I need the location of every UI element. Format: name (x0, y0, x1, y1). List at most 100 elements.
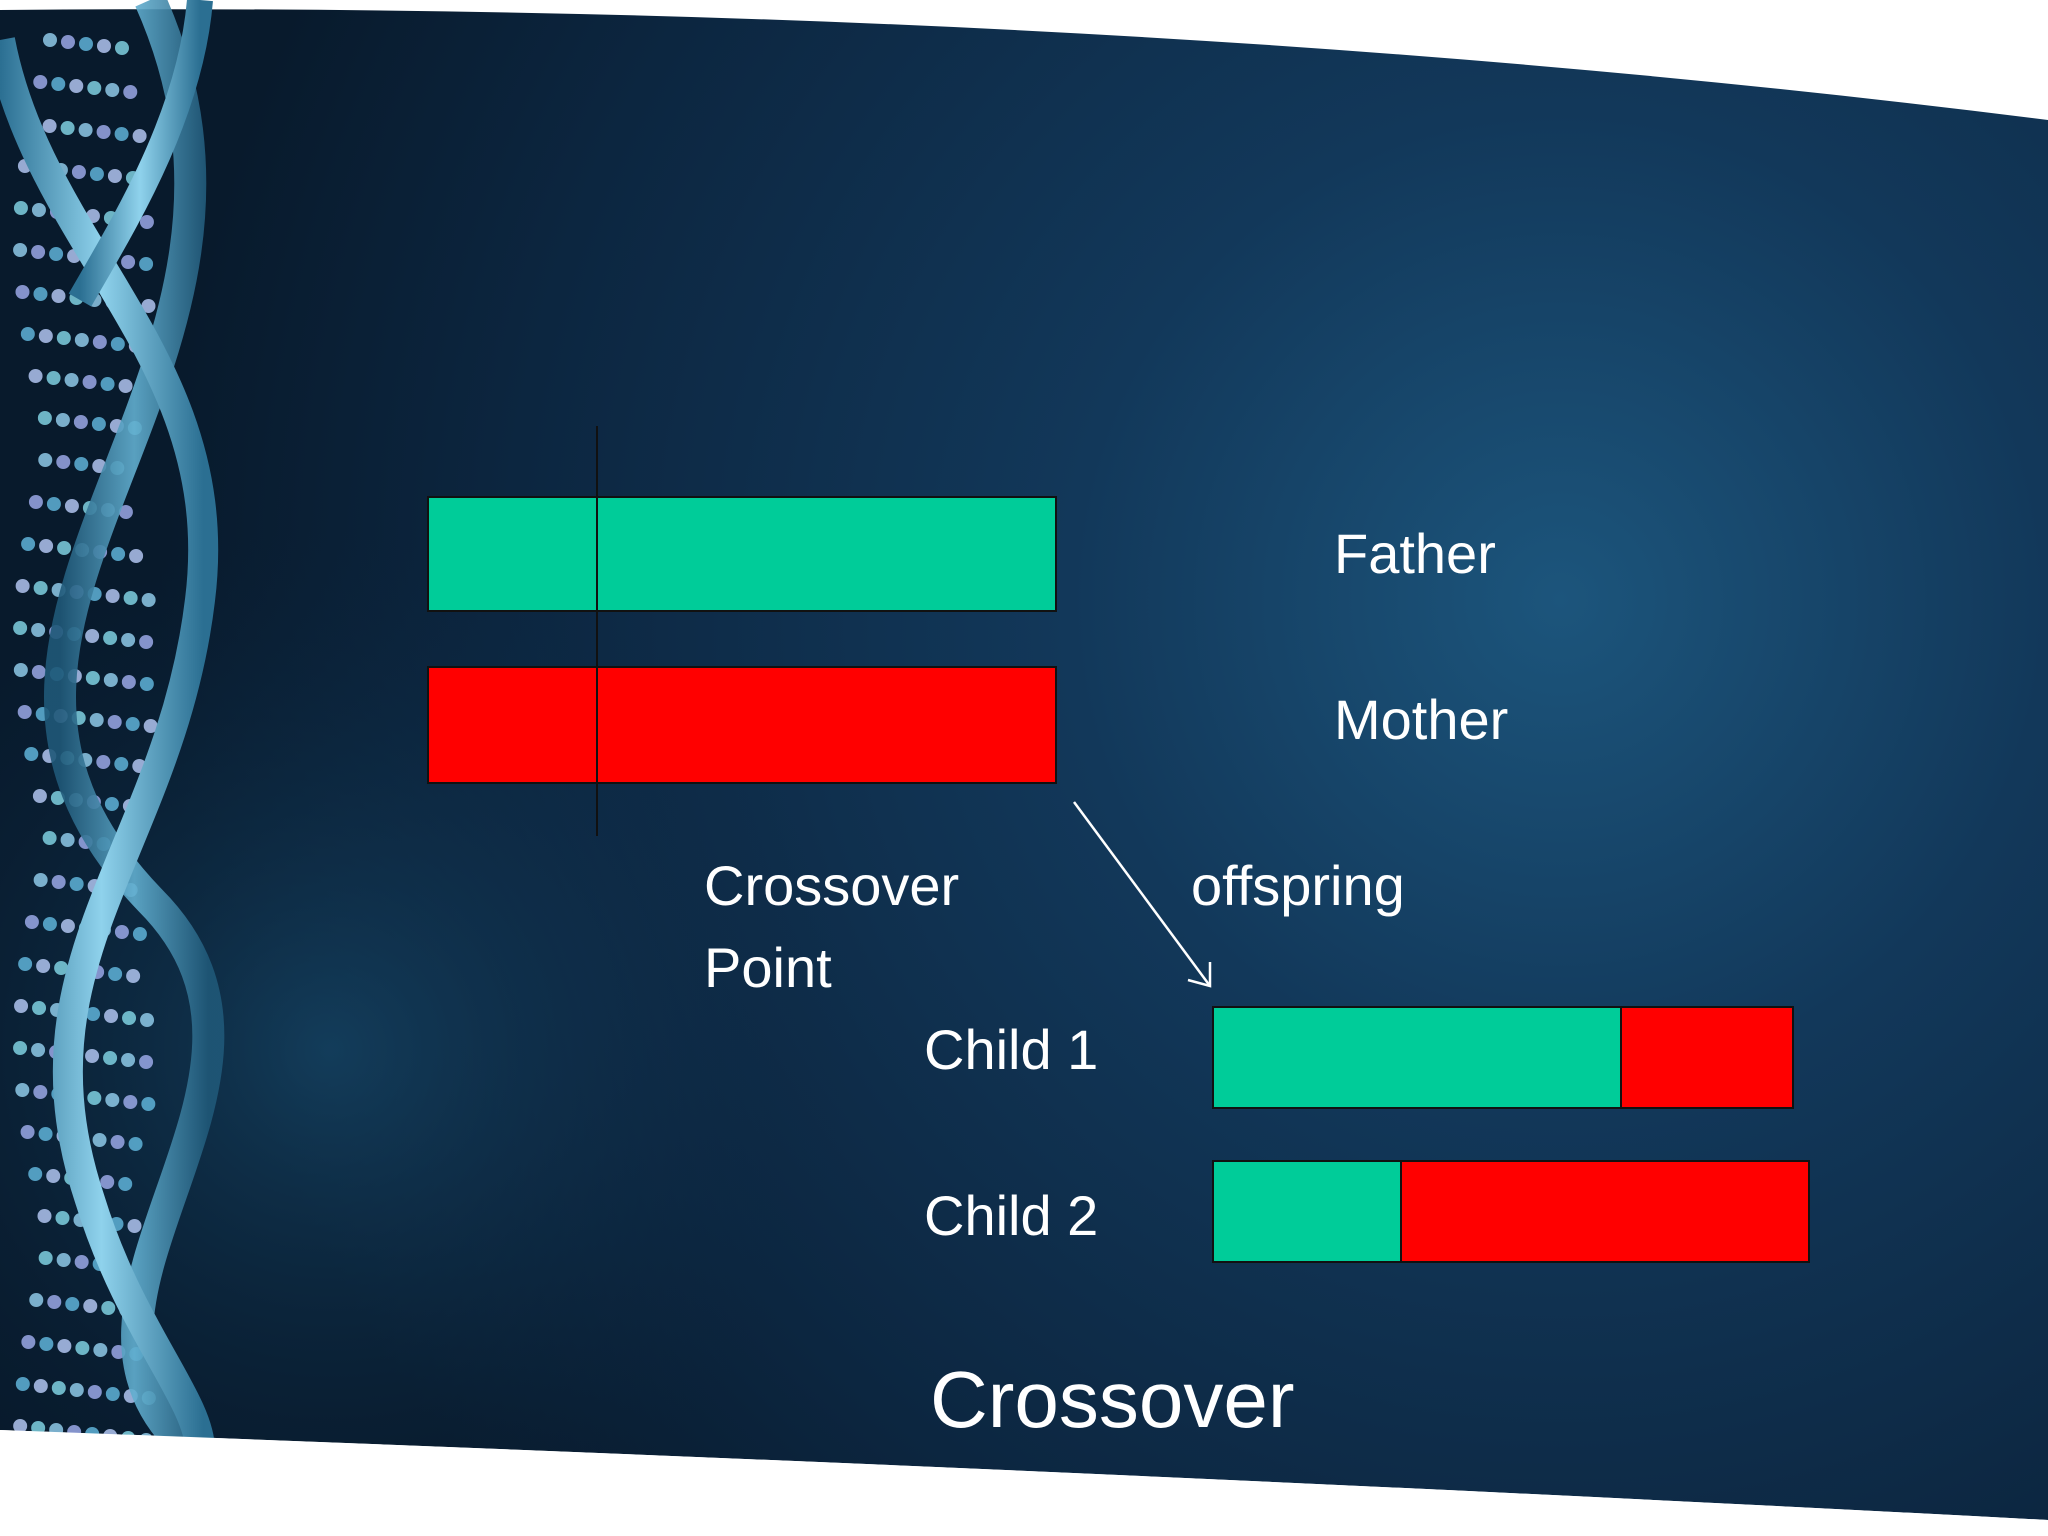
dna-bead (31, 1043, 46, 1057)
dna-bead (42, 119, 57, 133)
dna-bead (85, 629, 100, 643)
dna-bead (143, 719, 158, 733)
dna-bead (107, 715, 122, 729)
dna-bead (101, 1301, 116, 1315)
dna-bead (115, 41, 129, 55)
dna-bead (73, 415, 88, 429)
dna-bead (75, 1341, 90, 1355)
dna-bead (114, 925, 129, 939)
dna-bead (87, 81, 102, 95)
dna-bead (28, 495, 43, 509)
dna-bead (114, 757, 129, 771)
dna-bead (46, 371, 61, 385)
dna-bead (100, 377, 115, 391)
dna-bead (139, 677, 154, 691)
dna-bead (89, 713, 104, 727)
dna-bead (110, 1135, 125, 1149)
dna-bead (31, 665, 46, 679)
dna-bead (139, 215, 154, 229)
child1-mother-segment (1620, 1008, 1792, 1107)
dna-bead (13, 663, 28, 677)
dna-bead (87, 1385, 102, 1399)
dna-bead (56, 1253, 71, 1267)
dna-bead (96, 125, 111, 139)
dna-bead (121, 1053, 136, 1067)
dna-bead (111, 547, 126, 561)
dna-bead (33, 1085, 48, 1099)
dna-bead (123, 85, 138, 99)
dna-bead (33, 873, 48, 887)
dna-bead (46, 497, 61, 511)
dna-bead (31, 623, 46, 637)
dna-bead (118, 505, 133, 519)
dna-bead (78, 123, 93, 137)
dna-bead (110, 337, 125, 351)
dna-bead (86, 1007, 101, 1021)
dna-bead (141, 299, 156, 313)
child2-mother-segment (1400, 1162, 1808, 1261)
dna-bead (125, 717, 140, 731)
dna-bead (118, 1177, 133, 1191)
dna-bead (71, 165, 86, 179)
dna-bead (104, 797, 119, 811)
dna-bead (60, 121, 75, 135)
dna-bead (13, 1041, 28, 1055)
dna-bead (38, 1127, 53, 1141)
dna-bead (127, 1219, 142, 1233)
dna-bead (54, 961, 69, 975)
dna-bead (60, 833, 75, 847)
dna-bead (51, 289, 66, 303)
dna-bead (50, 791, 65, 805)
dna-bead (85, 1049, 100, 1063)
dna-bead (37, 1209, 52, 1223)
dna-bead (33, 287, 48, 301)
dna-bead (21, 537, 36, 551)
dna-bead (49, 247, 64, 261)
dna-bead (128, 1137, 143, 1151)
dna-bead (20, 327, 35, 341)
mother-label: Mother (1334, 688, 1509, 751)
dna-bead (92, 1133, 107, 1147)
dna-bead (83, 1299, 98, 1313)
dna-bead (60, 919, 75, 933)
dna-bead (15, 285, 30, 299)
crossover-point-label-line2: Point (704, 936, 832, 999)
dna-bead (51, 1381, 66, 1395)
crossover-point-label-line1: Crossover (704, 854, 960, 917)
child2-label: Child 2 (924, 1184, 1099, 1247)
dna-bead (14, 999, 29, 1013)
dna-bead (28, 1167, 43, 1181)
dna-bead (65, 1297, 80, 1311)
dna-bead (57, 1339, 72, 1353)
dna-bead (20, 1125, 35, 1139)
dna-bead (123, 1095, 138, 1109)
dna-bead (15, 1377, 30, 1391)
dna-bead (140, 1013, 155, 1027)
dna-bead (139, 257, 154, 271)
dna-bead (89, 167, 104, 181)
dna-bead (55, 413, 70, 427)
dna-bead (29, 1293, 44, 1307)
dna-bead (104, 1009, 119, 1023)
dna-bead (121, 255, 136, 269)
dna-bead (33, 75, 48, 89)
dna-bead (64, 373, 79, 387)
dna-bead (64, 499, 79, 513)
dna-bead (56, 455, 71, 469)
dna-bead (69, 1383, 84, 1397)
dna-bead (13, 1419, 28, 1433)
dna-bead (13, 243, 28, 257)
offspring-label: offspring (1191, 854, 1405, 917)
dna-bead (69, 79, 84, 93)
child1-label: Child 1 (924, 1018, 1099, 1081)
child1-father-segment (1214, 1008, 1620, 1107)
dna-bead (28, 369, 43, 383)
child1-bar (1212, 1006, 1794, 1109)
dna-bead (51, 875, 66, 889)
dna-bead (100, 1175, 115, 1189)
dna-bead (31, 203, 46, 217)
dna-bead (132, 129, 147, 143)
dna-bead (15, 579, 30, 593)
dna-bead (121, 633, 136, 647)
dna-bead (122, 1011, 137, 1025)
